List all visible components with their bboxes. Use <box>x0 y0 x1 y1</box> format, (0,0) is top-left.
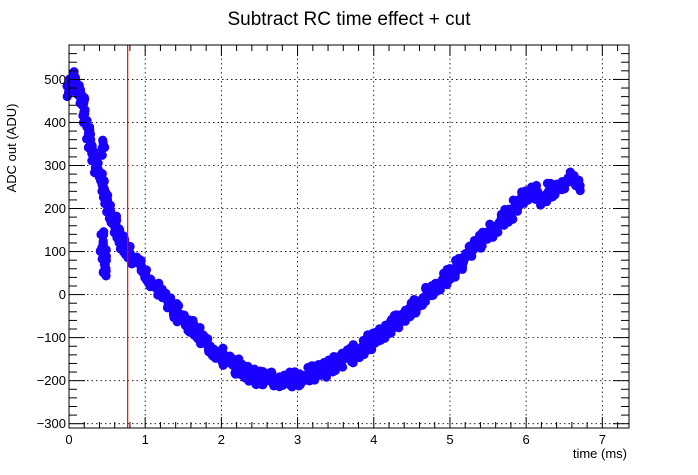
data-point <box>466 248 476 258</box>
data-point <box>450 268 461 278</box>
data-point <box>96 229 106 240</box>
x-tick-label: 3 <box>294 432 301 447</box>
data-point <box>96 245 106 255</box>
data-point <box>542 178 553 188</box>
x-tick-label: 1 <box>142 432 149 447</box>
data-point <box>85 129 96 139</box>
y-tick-label: 100 <box>44 244 66 259</box>
data-point <box>195 322 205 333</box>
data-point <box>574 175 584 185</box>
x-tick-label: 6 <box>523 432 530 447</box>
data-point <box>512 206 523 216</box>
y-tick-label: 500 <box>44 72 66 87</box>
data-point <box>125 241 135 252</box>
grid-lines <box>68 45 629 428</box>
data-point <box>79 98 89 108</box>
data-point <box>100 256 110 267</box>
y-tick-label: −300 <box>37 416 66 431</box>
data-point <box>101 266 111 276</box>
data-point <box>173 301 184 311</box>
x-tick-label: 0 <box>65 432 72 447</box>
x-tick-label: 2 <box>218 432 225 447</box>
x-tick-label: 4 <box>370 432 377 447</box>
y-tick-label: 200 <box>44 201 66 216</box>
data-point <box>70 72 81 83</box>
data-point <box>477 241 487 251</box>
data-point <box>100 142 110 152</box>
data-point <box>146 274 156 284</box>
x-axis-title: time (ms) <box>573 446 627 461</box>
chart-title: Subtract RC time effect + cut <box>227 9 471 30</box>
data-point <box>93 158 103 168</box>
data-point <box>112 215 122 225</box>
y-tick-label: 0 <box>59 287 66 302</box>
x-tick-label: 5 <box>446 432 453 447</box>
y-tick-label: 400 <box>44 115 66 130</box>
data-point <box>457 264 467 274</box>
data-point <box>347 357 357 367</box>
data-point <box>97 150 107 160</box>
data-point <box>103 202 113 212</box>
data-points <box>62 67 585 392</box>
x-tick-label: 7 <box>599 432 606 447</box>
data-point <box>363 345 373 355</box>
axis-ticks <box>68 44 629 428</box>
data-point <box>101 188 111 198</box>
data-point <box>139 264 149 274</box>
data-point <box>531 180 542 191</box>
data-point <box>575 183 585 194</box>
y-axis-title: ADC out (ADU) <box>4 104 19 193</box>
data-point <box>417 300 428 310</box>
data-point <box>136 256 146 266</box>
data-point <box>337 362 348 372</box>
data-point <box>199 333 209 343</box>
y-tick-label: −100 <box>37 330 66 345</box>
plot-frame <box>68 44 630 429</box>
y-tick-label: 300 <box>44 158 66 173</box>
data-point <box>89 147 99 157</box>
data-point <box>99 176 109 186</box>
data-point <box>79 107 89 117</box>
y-tick-label: −200 <box>37 373 66 388</box>
axis-tick-labels: 0 1 2 3 4 5 6 7 −300 −200 −100 0 100 200 300 400 500 <box>37 72 606 447</box>
